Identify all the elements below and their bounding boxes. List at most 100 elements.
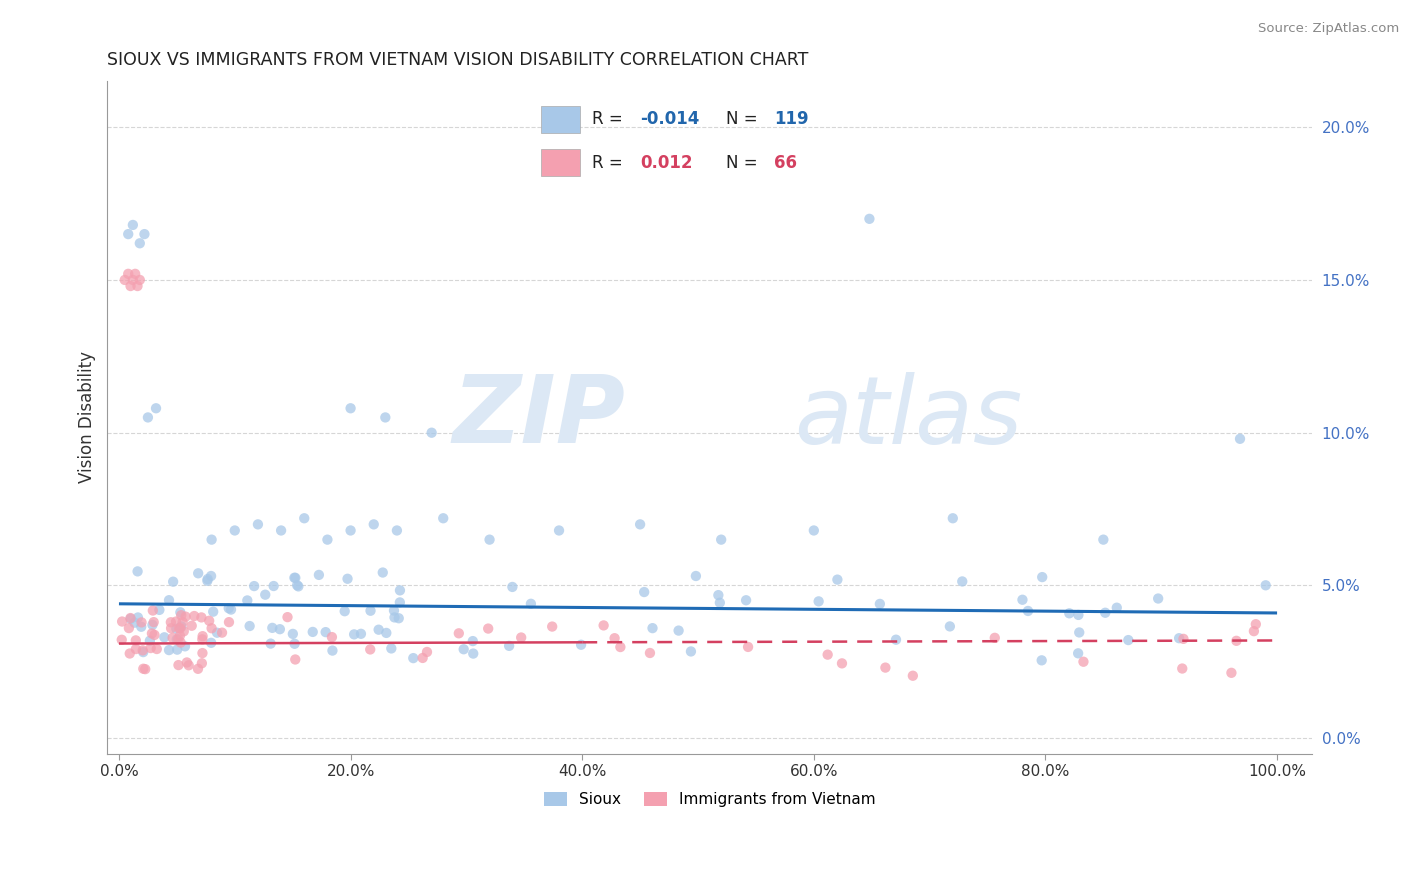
Point (172, 615, 194, 629)
Point (1094, 606, 1116, 620)
Point (246, 517, 269, 532)
Point (1031, 570, 1053, 584)
Point (198, 614, 221, 628)
Point (412, 651, 434, 665)
Point (1059, 607, 1081, 621)
Point (239, 619, 262, 633)
Point (148, 603, 170, 617)
Point (145, 401, 167, 416)
Point (180, 619, 202, 633)
Point (169, 605, 191, 619)
Point (308, 568, 330, 582)
Point (339, 524, 361, 538)
Point (477, 622, 499, 636)
Point (510, 631, 533, 645)
Point (173, 624, 195, 639)
Point (205, 625, 228, 640)
Point (453, 642, 475, 657)
Point (1220, 665, 1243, 680)
Point (125, 642, 148, 657)
Point (321, 630, 343, 644)
Point (875, 660, 897, 674)
Point (416, 645, 439, 659)
Point (224, 524, 246, 538)
Point (359, 642, 381, 657)
Point (939, 619, 962, 633)
Point (218, 615, 240, 629)
Point (984, 631, 1007, 645)
Point (1254, 578, 1277, 592)
Point (316, 533, 339, 547)
Point (478, 533, 501, 547)
Point (367, 623, 389, 637)
Point (1069, 625, 1091, 640)
Text: SIOUX VS IMMIGRANTS FROM VIETNAM VISION DISABILITY CORRELATION CHART: SIOUX VS IMMIGRANTS FROM VIETNAM VISION … (107, 51, 808, 69)
Point (284, 652, 307, 666)
Point (371, 566, 394, 580)
Point (170, 608, 193, 623)
Point (520, 597, 543, 611)
Point (128, 273, 150, 287)
Point (315, 625, 337, 640)
Point (143, 628, 166, 642)
Point (284, 571, 307, 585)
Point (380, 641, 402, 656)
Point (191, 632, 214, 647)
Point (942, 511, 965, 525)
Text: ZIP: ZIP (453, 371, 626, 464)
Text: Source: ZipAtlas.com: Source: ZipAtlas.com (1258, 22, 1399, 36)
Point (127, 565, 149, 579)
Point (165, 615, 187, 629)
Point (384, 610, 406, 624)
Point (1092, 533, 1115, 547)
Point (284, 637, 307, 651)
Point (174, 609, 197, 624)
Point (668, 624, 690, 638)
Point (166, 632, 188, 647)
Point (270, 524, 292, 538)
Point (374, 410, 396, 425)
Point (132, 662, 155, 676)
Point (375, 626, 398, 640)
Point (628, 517, 651, 532)
Point (125, 633, 148, 648)
Point (869, 597, 891, 611)
Point (111, 632, 134, 647)
Point (157, 593, 180, 607)
Point (336, 572, 359, 586)
Point (569, 638, 592, 652)
Point (1017, 604, 1039, 618)
Point (388, 583, 411, 598)
Point (1105, 600, 1128, 615)
Text: atlas: atlas (794, 372, 1022, 463)
Point (292, 511, 315, 525)
Point (1073, 655, 1095, 669)
Point (1168, 631, 1191, 645)
Point (191, 646, 214, 660)
Point (1243, 624, 1265, 639)
Point (131, 615, 153, 630)
Point (202, 605, 225, 619)
Point (200, 569, 222, 583)
Point (1225, 633, 1247, 648)
Point (263, 579, 285, 593)
Legend: Sioux, Immigrants from Vietnam: Sioux, Immigrants from Vietnam (537, 786, 882, 814)
Point (132, 643, 155, 657)
Point (200, 636, 222, 650)
Point (111, 615, 134, 629)
Point (139, 633, 162, 648)
Point (141, 617, 163, 632)
Point (1244, 617, 1267, 632)
Point (162, 631, 184, 645)
Point (388, 595, 411, 609)
Point (269, 622, 291, 636)
Point (197, 574, 219, 588)
Point (363, 517, 385, 532)
Point (117, 227, 139, 241)
Point (262, 621, 284, 635)
Point (121, 218, 143, 232)
Point (167, 658, 190, 673)
Point (1229, 432, 1251, 446)
Point (803, 524, 825, 538)
Point (735, 593, 758, 607)
